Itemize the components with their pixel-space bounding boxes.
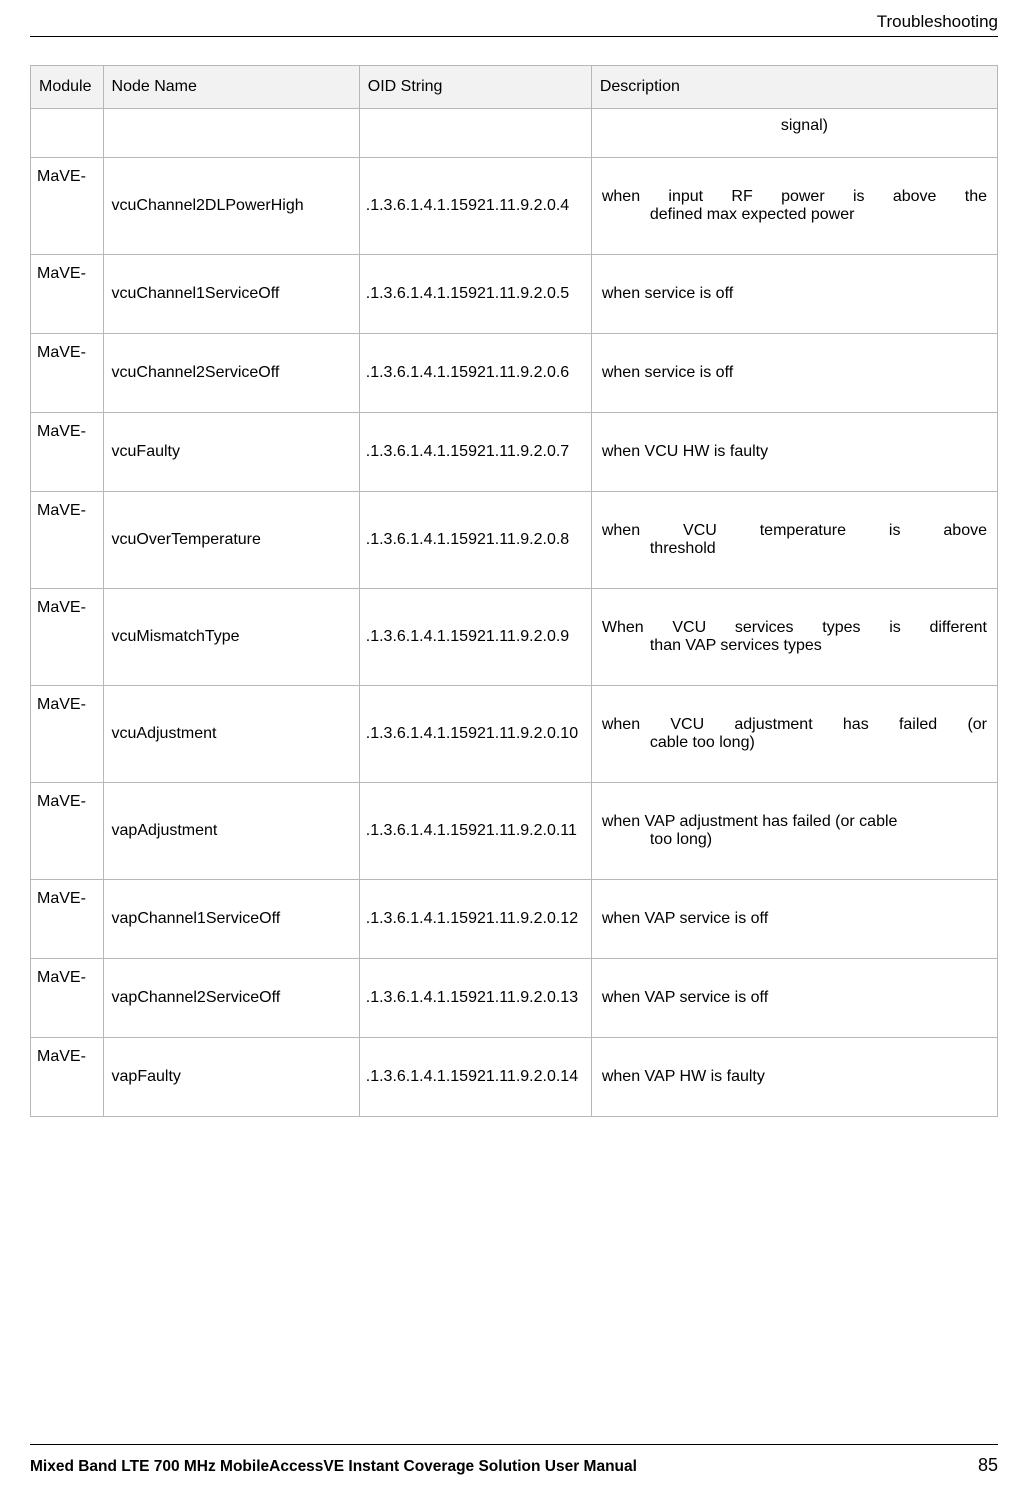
table-row: MaVE-vapAdjustment.1.3.6.1.4.1.15921.11.… bbox=[31, 783, 998, 880]
cell-description: when VAP service is off bbox=[591, 959, 997, 1038]
footer-manual-title: Mixed Band LTE 700 MHz MobileAccessVE In… bbox=[30, 1458, 637, 1476]
table-row: MaVE-vcuAdjustment.1.3.6.1.4.1.15921.11.… bbox=[31, 686, 998, 783]
cell-node: vapChannel1ServiceOff bbox=[103, 880, 359, 959]
cell-node: vapFaulty bbox=[103, 1038, 359, 1117]
col-header-description: Description bbox=[591, 66, 997, 109]
cell-oid: .1.3.6.1.4.1.15921.11.9.2.0.14 bbox=[359, 1038, 591, 1117]
table-row: MaVE-vcuFaulty.1.3.6.1.4.1.15921.11.9.2.… bbox=[31, 413, 998, 492]
cell-node: vcuOverTemperature bbox=[103, 492, 359, 589]
table-row: MaVE-vcuChannel1ServiceOff.1.3.6.1.4.1.1… bbox=[31, 255, 998, 334]
desc-line1: when VAP service is off bbox=[602, 910, 987, 928]
cell-oid: .1.3.6.1.4.1.15921.11.9.2.0.12 bbox=[359, 880, 591, 959]
cell-node: vcuMismatchType bbox=[103, 589, 359, 686]
desc-line2: threshold bbox=[602, 540, 987, 558]
desc-line1: when VCU temperature is above bbox=[602, 522, 987, 540]
cell-node: vapChannel2ServiceOff bbox=[103, 959, 359, 1038]
desc-line1: when VAP HW is faulty bbox=[602, 1068, 987, 1086]
cell-module: MaVE- bbox=[31, 589, 104, 686]
cell-module: MaVE- bbox=[31, 959, 104, 1038]
table-row: MaVE-vapChannel1ServiceOff.1.3.6.1.4.1.1… bbox=[31, 880, 998, 959]
cell-module bbox=[31, 109, 104, 158]
table-row: MaVE-vcuChannel2ServiceOff.1.3.6.1.4.1.1… bbox=[31, 334, 998, 413]
table-row: MaVE-vcuOverTemperature.1.3.6.1.4.1.1592… bbox=[31, 492, 998, 589]
cell-description: when service is off bbox=[591, 334, 997, 413]
cell-oid: .1.3.6.1.4.1.15921.11.9.2.0.7 bbox=[359, 413, 591, 492]
cell-oid: .1.3.6.1.4.1.15921.11.9.2.0.11 bbox=[359, 783, 591, 880]
cell-description: when service is off bbox=[591, 255, 997, 334]
table-row: MaVE-vapChannel2ServiceOff.1.3.6.1.4.1.1… bbox=[31, 959, 998, 1038]
desc-line2: too long) bbox=[602, 831, 987, 849]
cell-module: MaVE- bbox=[31, 1038, 104, 1117]
cell-oid: .1.3.6.1.4.1.15921.11.9.2.0.4 bbox=[359, 158, 591, 255]
table-row: MaVE-vapFaulty.1.3.6.1.4.1.15921.11.9.2.… bbox=[31, 1038, 998, 1117]
cell-oid: .1.3.6.1.4.1.15921.11.9.2.0.5 bbox=[359, 255, 591, 334]
cell-module: MaVE- bbox=[31, 334, 104, 413]
cell-node: vcuFaulty bbox=[103, 413, 359, 492]
cell-module: MaVE- bbox=[31, 158, 104, 255]
cell-node: vapAdjustment bbox=[103, 783, 359, 880]
table-header-row: Module Node Name OID String Description bbox=[31, 66, 998, 109]
desc-line1: when input RF power is above the bbox=[602, 188, 987, 206]
desc-line2: defined max expected power bbox=[602, 206, 987, 224]
desc-line1: when service is off bbox=[602, 364, 987, 382]
cell-oid bbox=[359, 109, 591, 158]
page-footer: Mixed Band LTE 700 MHz MobileAccessVE In… bbox=[30, 1444, 998, 1476]
cell-description: when VCU adjustment has failed (orcable … bbox=[591, 686, 997, 783]
cell-node: vcuAdjustment bbox=[103, 686, 359, 783]
table-row: MaVE-vcuChannel2DLPowerHigh.1.3.6.1.4.1.… bbox=[31, 158, 998, 255]
cell-module: MaVE- bbox=[31, 413, 104, 492]
header-section-title: Troubleshooting bbox=[877, 12, 998, 31]
cell-description: signal) bbox=[591, 109, 997, 158]
desc-line2: cable too long) bbox=[602, 734, 987, 752]
cell-description: when VAP service is off bbox=[591, 880, 997, 959]
desc-line1: when VAP service is off bbox=[602, 989, 987, 1007]
cell-oid: .1.3.6.1.4.1.15921.11.9.2.0.13 bbox=[359, 959, 591, 1038]
desc-line1: when VAP adjustment has failed (or cable bbox=[602, 813, 987, 831]
table-row: MaVE-vcuMismatchType.1.3.6.1.4.1.15921.1… bbox=[31, 589, 998, 686]
cell-node: vcuChannel1ServiceOff bbox=[103, 255, 359, 334]
desc-line1: when VCU HW is faulty bbox=[602, 443, 987, 461]
cell-module: MaVE- bbox=[31, 255, 104, 334]
cell-module: MaVE- bbox=[31, 880, 104, 959]
cell-oid: .1.3.6.1.4.1.15921.11.9.2.0.9 bbox=[359, 589, 591, 686]
cell-module: MaVE- bbox=[31, 783, 104, 880]
cell-module: MaVE- bbox=[31, 686, 104, 783]
col-header-node: Node Name bbox=[103, 66, 359, 109]
signal-text: signal) bbox=[602, 117, 987, 135]
col-header-oid: OID String bbox=[359, 66, 591, 109]
cell-oid: .1.3.6.1.4.1.15921.11.9.2.0.6 bbox=[359, 334, 591, 413]
cell-node bbox=[103, 109, 359, 158]
cell-description: when VCU temperature is abovethreshold bbox=[591, 492, 997, 589]
desc-line1: when VCU adjustment has failed (or bbox=[602, 716, 987, 734]
cell-description: when input RF power is above thedefined … bbox=[591, 158, 997, 255]
cell-module: MaVE- bbox=[31, 492, 104, 589]
cell-node: vcuChannel2DLPowerHigh bbox=[103, 158, 359, 255]
cell-description: When VCU services types is differentthan… bbox=[591, 589, 997, 686]
page-header: Troubleshooting bbox=[30, 12, 998, 37]
cell-description: when VCU HW is faulty bbox=[591, 413, 997, 492]
cell-oid: .1.3.6.1.4.1.15921.11.9.2.0.8 bbox=[359, 492, 591, 589]
desc-line1: when service is off bbox=[602, 285, 987, 303]
desc-line2: than VAP services types bbox=[602, 637, 987, 655]
desc-line1: When VCU services types is different bbox=[602, 619, 987, 637]
cell-node: vcuChannel2ServiceOff bbox=[103, 334, 359, 413]
col-header-module: Module bbox=[31, 66, 104, 109]
oid-table: Module Node Name OID String Description … bbox=[30, 65, 998, 1117]
cell-description: when VAP adjustment has failed (or cable… bbox=[591, 783, 997, 880]
cell-oid: .1.3.6.1.4.1.15921.11.9.2.0.10 bbox=[359, 686, 591, 783]
table-row-continuation: signal) bbox=[31, 109, 998, 158]
footer-page-number: 85 bbox=[978, 1455, 998, 1476]
cell-description: when VAP HW is faulty bbox=[591, 1038, 997, 1117]
